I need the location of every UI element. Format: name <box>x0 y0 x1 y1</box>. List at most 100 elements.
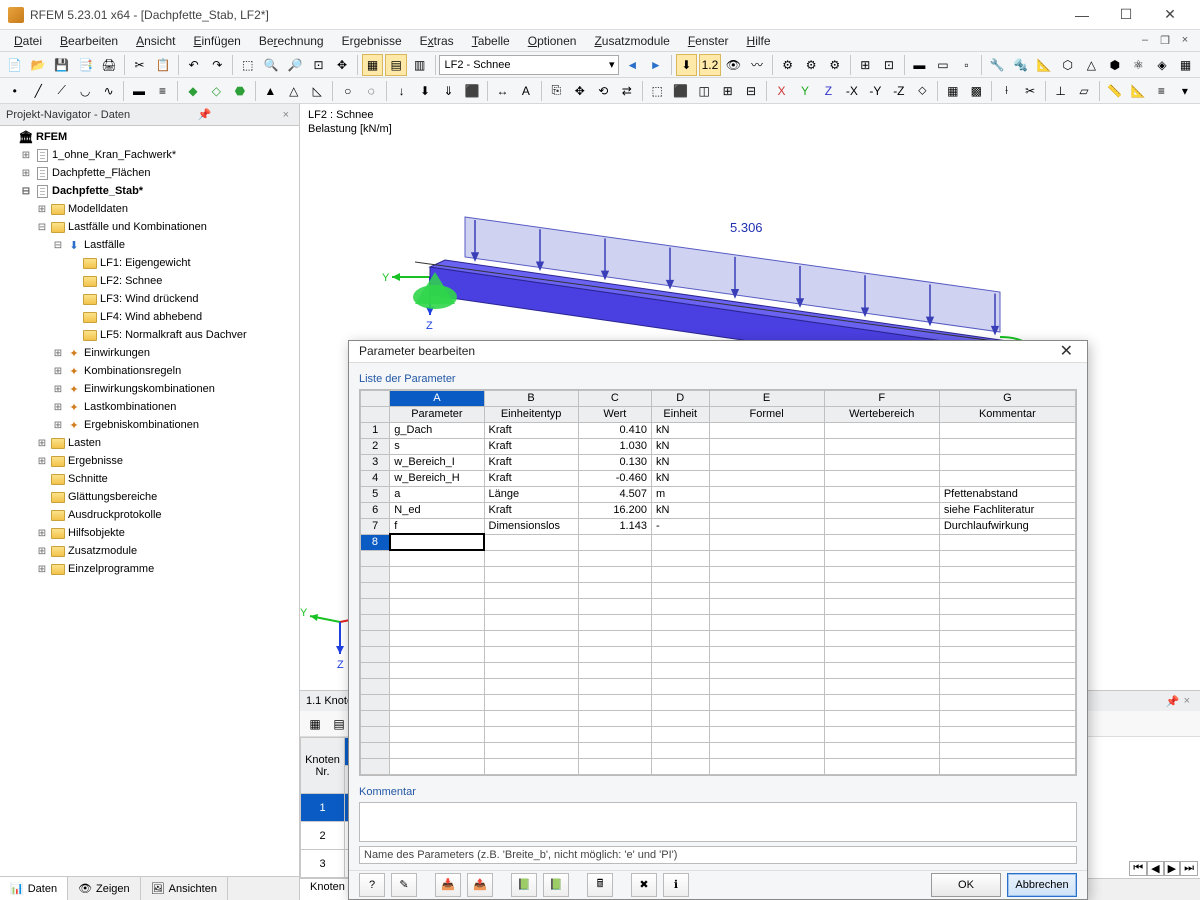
member-icon[interactable]: ▬ <box>909 54 931 76</box>
menu-bearbeiten[interactable]: Bearbeiten <box>52 32 126 50</box>
export-icon[interactable]: 📤 <box>467 873 493 897</box>
polyline-icon[interactable]: ⟋ <box>51 80 72 102</box>
mdi-minimize-icon[interactable]: – <box>1136 34 1154 47</box>
support-3-icon[interactable]: ◺ <box>307 80 328 102</box>
view-neg-z-icon[interactable]: -Z <box>888 80 909 102</box>
tree-item[interactable]: LF2: Schnee <box>0 272 299 290</box>
menu-ergebnisse[interactable]: Ergebnisse <box>334 32 410 50</box>
tree-item[interactable]: ⊟⬇Lastfälle <box>0 236 299 254</box>
view-neg-x-icon[interactable]: -X <box>841 80 862 102</box>
tree-item[interactable]: ⊞Modelldaten <box>0 200 299 218</box>
menu-optionen[interactable]: Optionen <box>520 32 585 50</box>
info-icon[interactable]: ℹ <box>663 873 689 897</box>
view-x-icon[interactable]: X <box>771 80 792 102</box>
tree-item[interactable]: ⊞✦Einwirkungskombinationen <box>0 380 299 398</box>
minimize-button[interactable]: — <box>1060 1 1104 29</box>
tree-item[interactable]: ⊞Ergebnisse <box>0 452 299 470</box>
excel-import-icon[interactable]: 📗 <box>511 873 537 897</box>
table-btn-1-icon[interactable]: ▦ <box>304 713 326 735</box>
measure-icon[interactable]: 📏 <box>1104 80 1125 102</box>
deform-icon[interactable]: 〰 <box>746 54 768 76</box>
iso-5-icon[interactable]: ⊟ <box>740 80 761 102</box>
module-8-icon[interactable]: ◈ <box>1151 54 1173 76</box>
print-icon[interactable]: 🖨 <box>98 54 120 76</box>
table-nav-next-icon[interactable]: ▶ <box>1164 861 1180 876</box>
module-5-icon[interactable]: △ <box>1081 54 1103 76</box>
zoom-icon[interactable]: 🔍 <box>261 54 283 76</box>
table-nav-prev-icon[interactable]: ◀ <box>1147 861 1163 876</box>
module-6-icon[interactable]: ⬢ <box>1104 54 1126 76</box>
tree-item[interactable]: LF5: Normalkraft aus Dachver <box>0 326 299 344</box>
import-icon[interactable]: 📥 <box>435 873 461 897</box>
copy-objects-icon[interactable]: ⎘ <box>546 80 567 102</box>
view-mode-2-icon[interactable]: ▤ <box>385 54 407 76</box>
module-4-icon[interactable]: ⬡ <box>1057 54 1079 76</box>
table-pin-icon[interactable]: 📌 <box>1166 695 1180 708</box>
tab-ansichten[interactable]: 🖼 Ansichten <box>141 877 228 900</box>
show-results-icon[interactable]: 👁 <box>723 54 745 76</box>
calc-params-icon[interactable]: ⚙ <box>824 54 846 76</box>
iso-3-icon[interactable]: ◫ <box>693 80 714 102</box>
text-icon[interactable]: A <box>515 80 536 102</box>
dialog-close-icon[interactable]: ✕ <box>1056 341 1077 361</box>
arc-icon[interactable]: ◡ <box>74 80 95 102</box>
new-file-icon[interactable]: 📄 <box>4 54 26 76</box>
tree-item[interactable]: Ausdruckprotokolle <box>0 506 299 524</box>
section-icon[interactable]: ⟊ <box>996 80 1017 102</box>
menu-datei[interactable]: Datei <box>6 32 50 50</box>
tab-daten[interactable]: 📊 Daten <box>0 877 68 900</box>
tree-item[interactable]: ⊞✦Ergebniskombinationen <box>0 416 299 434</box>
line-icon[interactable]: ╱ <box>27 80 48 102</box>
module-2-icon[interactable]: 🔩 <box>1010 54 1032 76</box>
load-node-icon[interactable]: ↓ <box>391 80 412 102</box>
tree-item[interactable]: Glättungsbereiche <box>0 488 299 506</box>
menu-tabelle[interactable]: Tabelle <box>464 32 518 50</box>
tree-item[interactable]: ⊞Dachpfette_Flächen <box>0 164 299 182</box>
load-line-icon[interactable]: ⬇ <box>414 80 435 102</box>
tree-item[interactable]: ⊞✦Kombinationsregeln <box>0 362 299 380</box>
surface-new-icon[interactable]: ◆ <box>182 80 203 102</box>
view-mode-3-icon[interactable]: ▥ <box>409 54 431 76</box>
undo-icon[interactable]: ↶ <box>183 54 205 76</box>
tree-item[interactable]: ⊞Einzelprogramme <box>0 560 299 578</box>
pan-icon[interactable]: ✥ <box>331 54 353 76</box>
tree-item[interactable]: ⊟Dachpfette_Stab* <box>0 182 299 200</box>
maximize-button[interactable]: ☐ <box>1104 1 1148 29</box>
spline-icon[interactable]: ∿ <box>98 80 119 102</box>
view-z-icon[interactable]: Z <box>818 80 839 102</box>
tree-item[interactable]: LF1: Eigengewicht <box>0 254 299 272</box>
show-values-icon[interactable]: 1.2 <box>699 54 721 76</box>
menu-hilfe[interactable]: Hilfe <box>739 32 779 50</box>
member-new-icon[interactable]: ▬ <box>128 80 149 102</box>
pin-icon[interactable]: 📌 <box>193 108 215 121</box>
copy-icon[interactable]: 📋 <box>152 54 174 76</box>
navigator-close-icon[interactable]: × <box>279 109 293 121</box>
module-7-icon[interactable]: ⚛ <box>1128 54 1150 76</box>
tree-item[interactable]: ⊞Lasten <box>0 434 299 452</box>
menu-extras[interactable]: Extras <box>412 32 462 50</box>
redo-icon[interactable]: ↷ <box>206 54 228 76</box>
zoom-window-icon[interactable]: ⊡ <box>308 54 330 76</box>
tree-item[interactable]: 🏛RFEM <box>0 128 299 146</box>
save-all-icon[interactable]: 📑 <box>75 54 97 76</box>
render-2-icon[interactable]: ▩ <box>966 80 987 102</box>
tree-item[interactable]: ⊞1_ohne_Kran_Fachwerk* <box>0 146 299 164</box>
mdi-restore-icon[interactable]: ❐ <box>1156 34 1174 47</box>
menu-ansicht[interactable]: Ansicht <box>128 32 183 50</box>
table-nav-first-icon[interactable]: ⏮ <box>1129 861 1147 876</box>
table-close-icon[interactable]: × <box>1180 695 1194 707</box>
iso-2-icon[interactable]: ⬛ <box>670 80 691 102</box>
module-1-icon[interactable]: 🔧 <box>986 54 1008 76</box>
tree-item[interactable]: LF4: Wind abhebend <box>0 308 299 326</box>
navigator-tree[interactable]: 🏛RFEM⊞1_ohne_Kran_Fachwerk*⊞Dachpfette_F… <box>0 126 299 876</box>
hinge-icon[interactable]: ○ <box>337 80 358 102</box>
select-icon[interactable]: ⬚ <box>237 54 259 76</box>
tree-item[interactable]: LF3: Wind drückend <box>0 290 299 308</box>
mdi-close-icon[interactable]: × <box>1176 34 1194 47</box>
move-icon[interactable]: ✥ <box>569 80 590 102</box>
menu-zusatzmodule[interactable]: Zusatzmodule <box>586 32 677 50</box>
menu-einfuegen[interactable]: Einfügen <box>185 32 248 50</box>
close-button[interactable]: ✕ <box>1148 1 1192 29</box>
solid-new-icon[interactable]: ⬣ <box>229 80 250 102</box>
load-surface-icon[interactable]: ⬛ <box>461 80 482 102</box>
